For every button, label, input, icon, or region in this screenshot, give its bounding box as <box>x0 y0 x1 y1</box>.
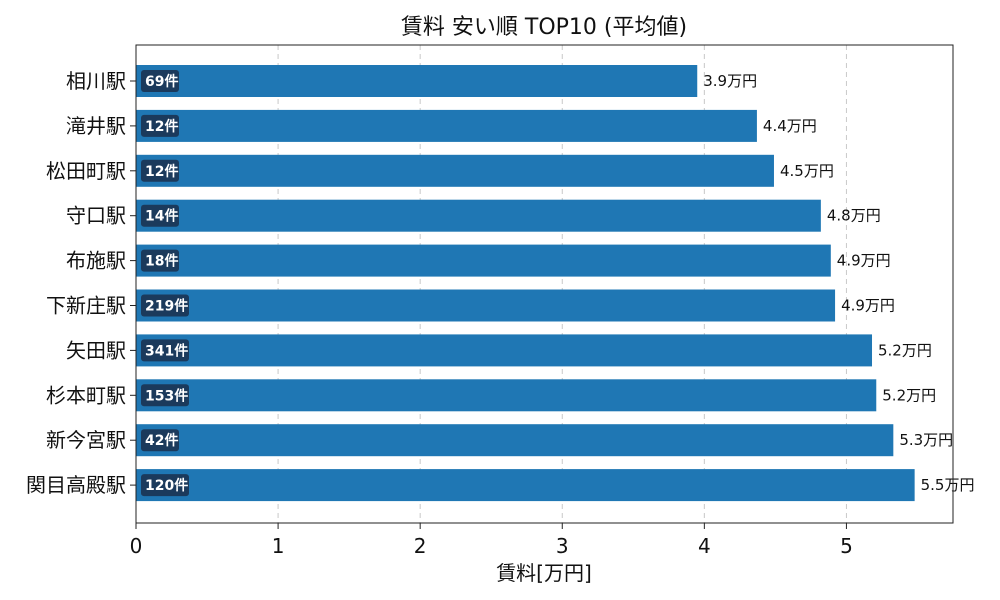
count-badge <box>141 294 189 317</box>
category-label: 関目高殿駅 <box>26 473 126 497</box>
x-axis-ticks: 0 1 2 3 4 5 <box>130 523 853 558</box>
count-label: 12件 <box>145 118 178 135</box>
count-badge <box>141 429 179 452</box>
count-label: 18件 <box>145 253 178 270</box>
category-label: 杉本町駅 <box>46 383 126 407</box>
bar <box>136 154 774 187</box>
value-label: 5.3万円 <box>899 431 953 449</box>
x-tick-label: 2 <box>414 534 427 558</box>
bar <box>136 334 873 367</box>
category-label: 矢田駅 <box>66 338 126 362</box>
category-label: 松田町駅 <box>46 159 126 183</box>
bar <box>136 469 915 502</box>
bar <box>136 244 831 277</box>
value-label: 4.4万円 <box>763 117 817 135</box>
count-label: 69件 <box>145 73 178 90</box>
value-label: 5.2万円 <box>882 386 936 404</box>
bar <box>136 289 836 322</box>
category-label: 下新庄駅 <box>46 294 126 318</box>
bar <box>136 199 821 232</box>
count-badge <box>141 70 179 92</box>
value-label: 4.5万円 <box>780 162 834 180</box>
bar <box>136 424 894 457</box>
value-label: 3.9万円 <box>703 72 757 90</box>
bar <box>136 379 877 412</box>
x-tick-label: 5 <box>840 534 853 558</box>
count-badge <box>141 384 189 407</box>
category-label: 相川駅 <box>66 69 126 93</box>
bars: 69件 3.9万円 12件 4.4万円 12件 4.5万円 14件 4.8万円 18件 4.9万円… <box>136 65 975 502</box>
count-badge <box>141 204 179 227</box>
plot-frame <box>135 44 954 524</box>
category-label: 守口駅 <box>66 204 126 228</box>
count-badge <box>141 114 179 137</box>
value-label: 5.5万円 <box>921 476 975 494</box>
x-tick-label: 1 <box>272 534 285 558</box>
count-label: 120件 <box>145 477 188 494</box>
count-label: 219件 <box>145 298 188 315</box>
count-label: 341件 <box>145 342 188 359</box>
category-label: 新今宮駅 <box>46 428 126 452</box>
value-label: 4.8万円 <box>827 207 881 225</box>
count-label: 14件 <box>145 208 178 225</box>
category-label: 布施駅 <box>66 249 126 273</box>
x-tick-label: 0 <box>130 534 143 558</box>
count-badge <box>141 474 189 497</box>
value-label: 4.9万円 <box>841 297 895 315</box>
count-badge <box>141 249 179 272</box>
count-label: 42件 <box>145 432 178 449</box>
category-label: 滝井駅 <box>66 114 126 138</box>
count-badge <box>141 339 189 362</box>
value-label: 4.9万円 <box>837 252 891 270</box>
count-badge <box>141 159 179 182</box>
value-label: 5.2万円 <box>878 341 932 359</box>
x-axis-label: 賃料[万円] <box>496 561 592 585</box>
bar <box>136 109 757 142</box>
x-tick-label: 4 <box>698 534 711 558</box>
chart-title: 賃料 安い順 TOP10 (平均値) <box>401 15 687 40</box>
count-label: 153件 <box>145 387 188 404</box>
bar <box>136 65 698 97</box>
x-tick-label: 3 <box>556 534 569 558</box>
count-label: 12件 <box>145 163 178 180</box>
